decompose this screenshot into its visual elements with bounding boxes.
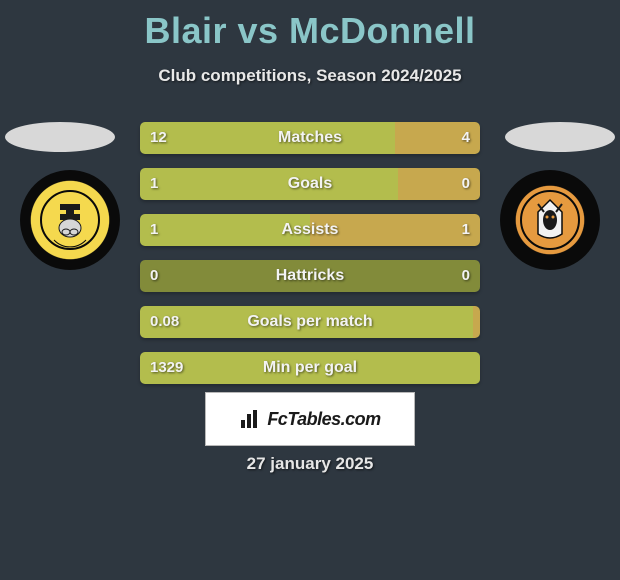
stat-bar-left-fill [140, 352, 480, 384]
snapshot-date: 27 january 2025 [0, 454, 620, 474]
left-team-crest [20, 170, 120, 270]
comparison-subtitle: Club competitions, Season 2024/2025 [0, 66, 620, 86]
bar-chart-icon [239, 408, 261, 430]
left-shelf [5, 122, 115, 152]
stat-bar-row: Goals per match0.08 [140, 306, 480, 338]
stat-bar-right-fill [395, 122, 480, 154]
stat-bar-label: Hattricks [140, 260, 480, 292]
stat-bar-right-value: 0 [462, 260, 470, 292]
stat-bar-left-fill [140, 122, 395, 154]
alloa-crest-icon [520, 190, 580, 250]
right-team-crest [500, 170, 600, 270]
stat-bar-left-fill [140, 214, 310, 246]
stat-bar-row: Assists11 [140, 214, 480, 246]
dumbarton-crest-icon [40, 190, 100, 250]
stat-bar-right-fill [310, 214, 480, 246]
stat-bar-row: Min per goal1329 [140, 352, 480, 384]
stats-bars: Matches124 Goals10 Assists11 Hattricks0 0 Goa… [140, 122, 480, 398]
branding-text: FcTables.com [267, 409, 380, 430]
stat-bar-row: Hattricks0 0 [140, 260, 480, 292]
stat-bar-right-fill [473, 306, 480, 338]
stat-bar-right-fill [398, 168, 480, 200]
stat-bar-left-fill [140, 168, 398, 200]
stat-bar-left-value: 0 [150, 260, 158, 292]
comparison-title: Blair vs McDonnell [0, 0, 620, 52]
stat-bar-row: Goals10 [140, 168, 480, 200]
fctables-branding: FcTables.com [205, 392, 415, 446]
right-shelf [505, 122, 615, 152]
stat-bar-left-fill [140, 306, 473, 338]
stat-bar-row: Matches124 [140, 122, 480, 154]
